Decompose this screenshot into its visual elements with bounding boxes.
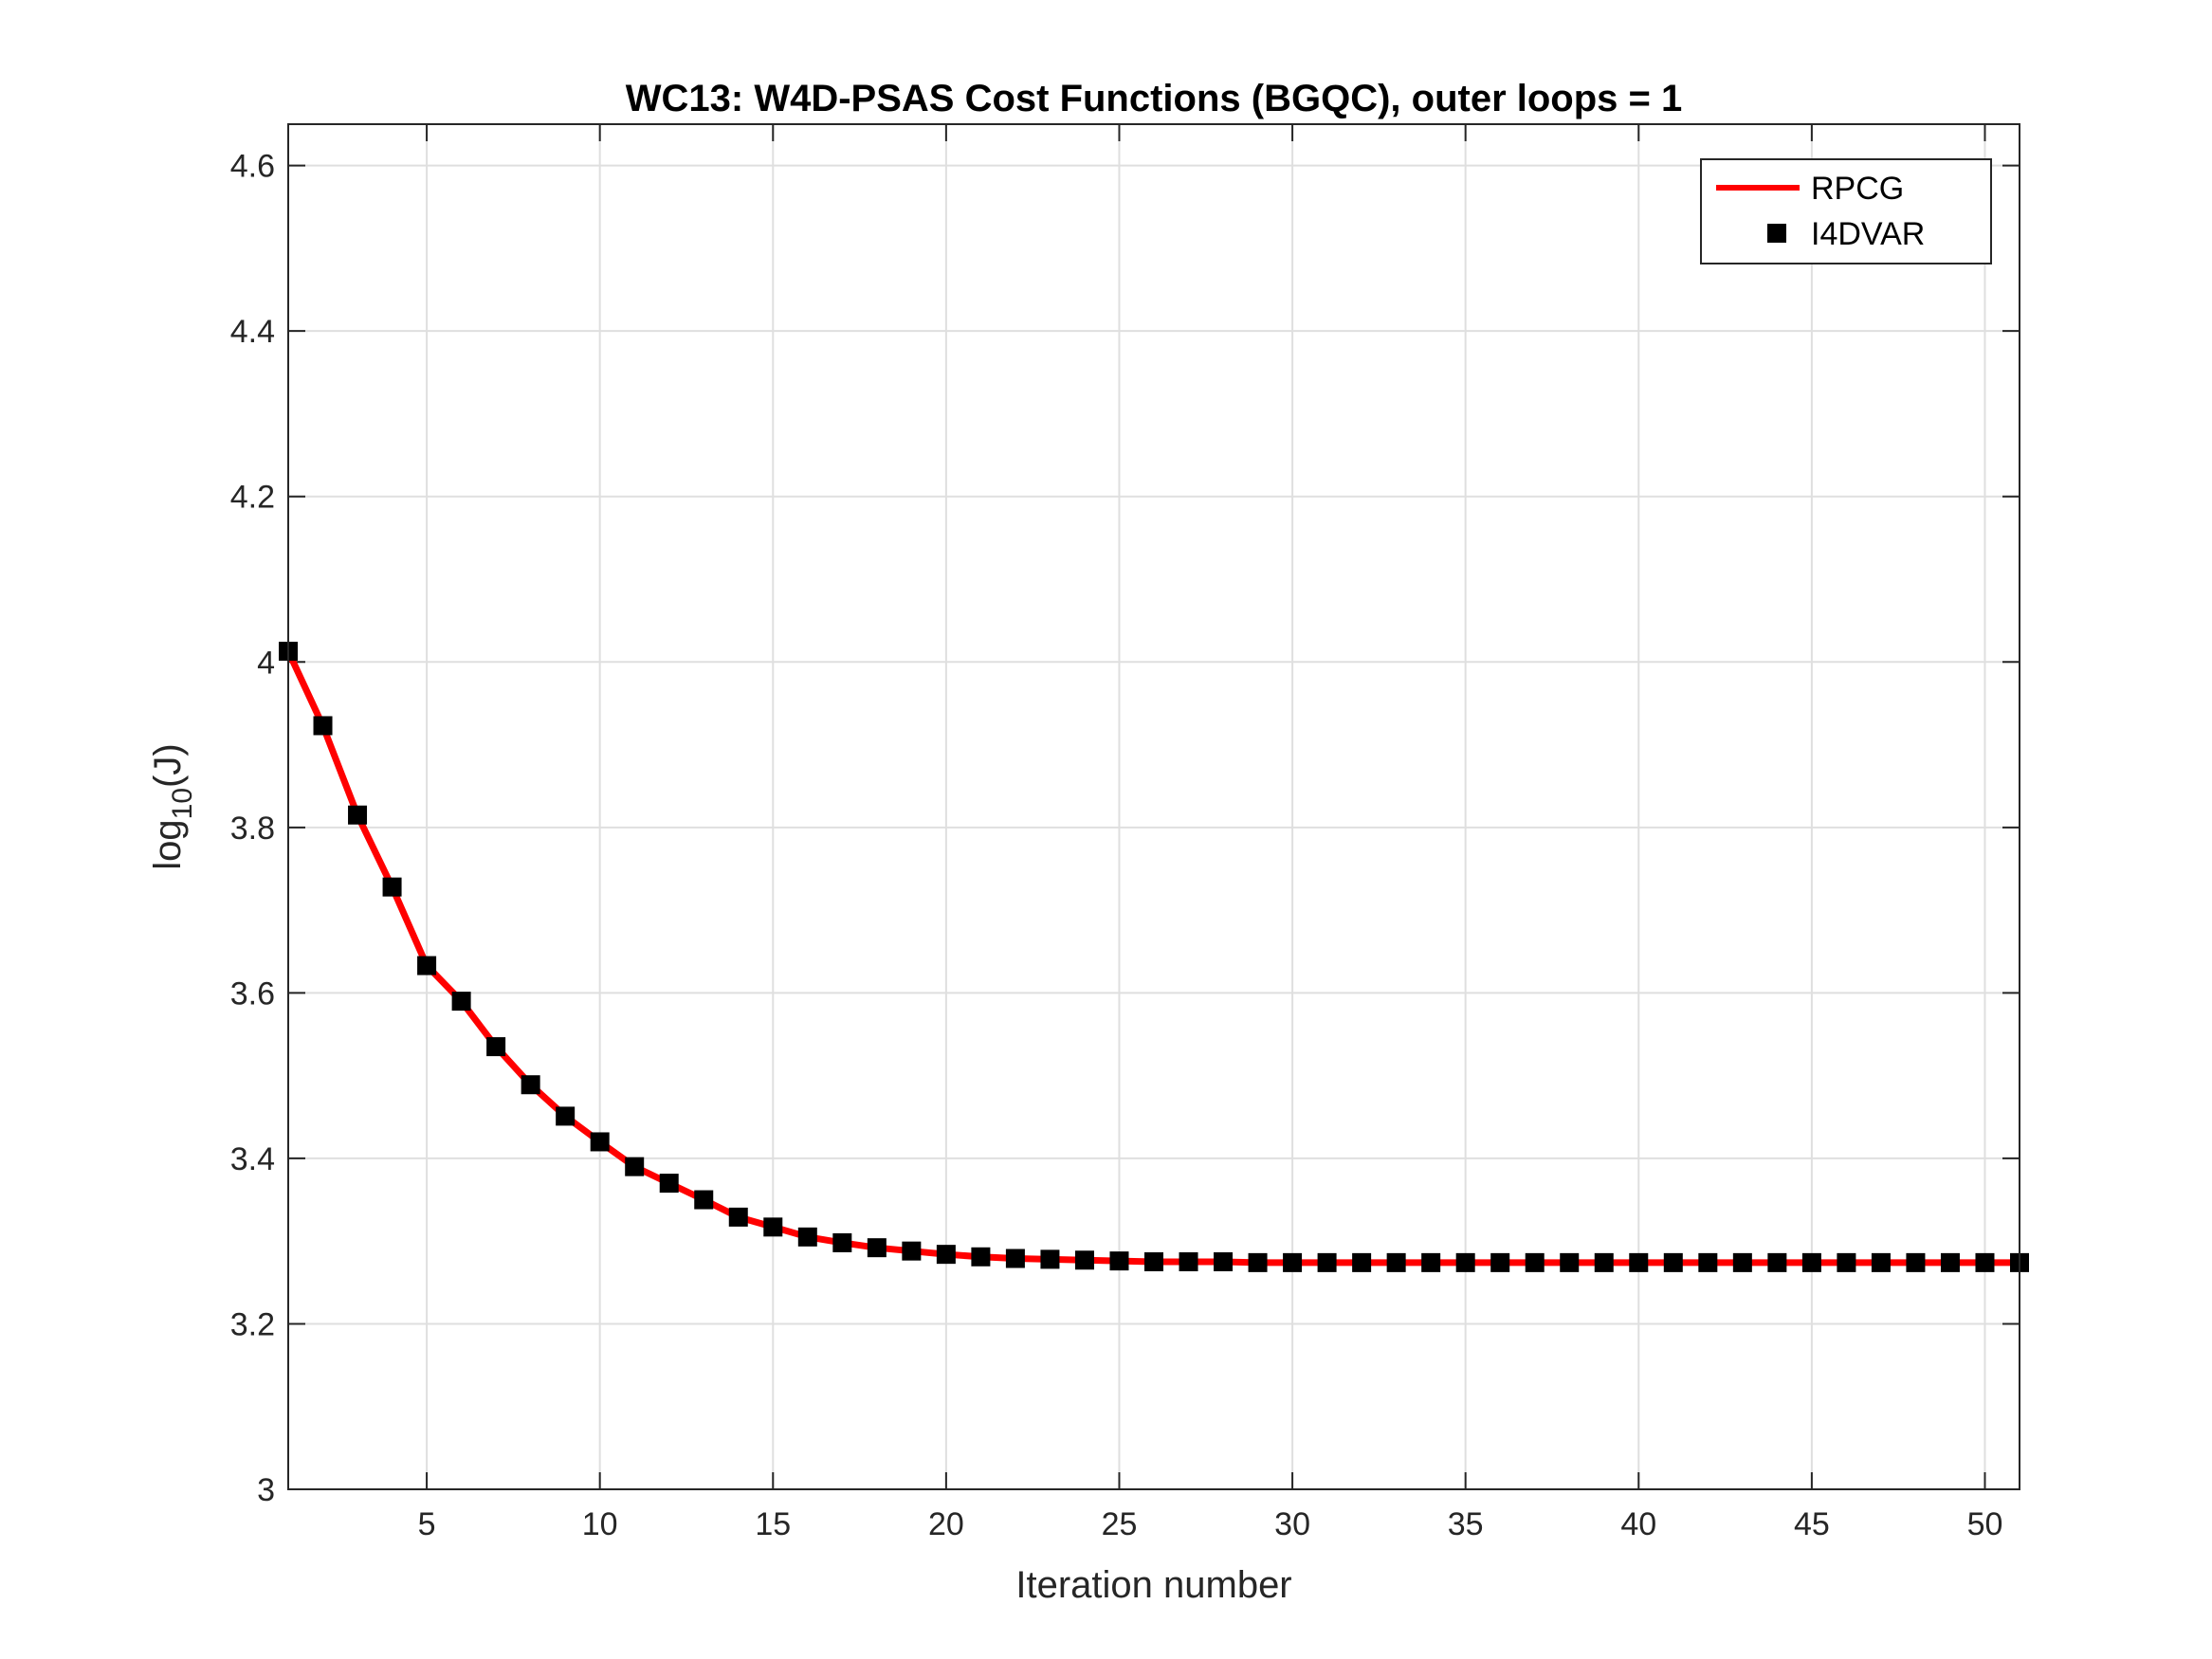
series-i4dvar-marker — [1283, 1252, 1303, 1272]
series-i4dvar-marker — [1801, 1252, 1821, 1272]
y-axis-label-suffix: (J) — [147, 743, 189, 788]
series-i4dvar-marker — [867, 1238, 887, 1258]
series-i4dvar-marker — [1525, 1252, 1545, 1272]
series-i4dvar-marker — [1179, 1252, 1198, 1271]
y-tick-label: 3.6 — [230, 975, 275, 1012]
series-i4dvar-marker — [1040, 1249, 1060, 1269]
y-axis-label: log10(J) — [147, 743, 198, 869]
series-i4dvar-marker — [1386, 1252, 1406, 1272]
series-i4dvar-marker — [1629, 1252, 1649, 1272]
ticks — [288, 124, 2020, 1490]
y-tick-label: 4.6 — [230, 149, 275, 185]
series-i4dvar-marker — [694, 1190, 714, 1210]
x-tick-label: 35 — [1448, 1506, 1484, 1542]
series-i4dvar-marker — [1906, 1252, 1926, 1272]
series-i4dvar-marker — [451, 992, 471, 1012]
y-axis-label-subscript: 10 — [167, 788, 198, 819]
legend: RPCG I4DVAR — [1700, 158, 1992, 264]
series-i4dvar-marker — [1663, 1252, 1683, 1272]
x-tick-label: 40 — [1620, 1506, 1656, 1542]
series-i4dvar-marker — [1214, 1252, 1234, 1271]
series-i4dvar-marker — [382, 877, 402, 897]
series-i4dvar-marker — [763, 1217, 783, 1237]
series-i4dvar-marker — [1767, 1252, 1787, 1272]
legend-box — [1700, 158, 1992, 264]
legend-i4dvar-swatch — [1767, 224, 1786, 243]
series-i4dvar-marker — [659, 1174, 679, 1194]
series-i4dvar-marker — [1144, 1252, 1163, 1271]
series-i4dvar-marker — [1594, 1252, 1614, 1272]
series-i4dvar-marker — [1074, 1250, 1094, 1270]
series-i4dvar-marker — [936, 1245, 956, 1265]
series-i4dvar-marker — [1560, 1252, 1580, 1272]
series-i4dvar-marker — [1421, 1252, 1441, 1272]
series-i4dvar-marker — [556, 1106, 576, 1126]
x-tick-label: 20 — [928, 1506, 964, 1542]
x-tick-label: 15 — [755, 1506, 791, 1542]
series-i4dvar-marker — [797, 1227, 817, 1247]
series-i4dvar-marker — [832, 1232, 852, 1252]
x-tick-label: 30 — [1274, 1506, 1310, 1542]
y-tick-label: 3 — [257, 1472, 275, 1508]
y-tick-label: 4 — [257, 645, 275, 681]
x-axis-label: Iteration number — [1015, 1564, 1291, 1606]
y-tick-label: 4.2 — [230, 480, 275, 516]
chart-title: WC13: W4D-PSAS Cost Functions (BGQC), ou… — [626, 78, 1683, 119]
series-i4dvar-marker — [1317, 1252, 1337, 1272]
series-i4dvar-marker — [1109, 1251, 1129, 1271]
series-i4dvar-marker — [590, 1132, 610, 1152]
series-i4dvar-marker — [625, 1157, 645, 1176]
series-i4dvar-marker — [417, 956, 437, 975]
series-i4dvar-marker — [1490, 1252, 1510, 1272]
series-i4dvar-marker — [1698, 1252, 1718, 1272]
series-i4dvar-marker — [1352, 1252, 1372, 1272]
series-i4dvar-marker — [1871, 1252, 1891, 1272]
x-tick-labels: 5 10 15 20 25 30 35 40 45 50 — [418, 1506, 2003, 1542]
series-i4dvar-marker — [1732, 1252, 1752, 1272]
series-i4dvar-marker — [728, 1207, 748, 1227]
y-tick-label: 3.4 — [230, 1141, 275, 1177]
legend-i4dvar-label: I4DVAR — [1811, 216, 1925, 252]
y-tick-label: 4.4 — [230, 314, 275, 350]
series-i4dvar-marker — [1837, 1252, 1856, 1272]
series-i4dvar-marker — [1248, 1252, 1268, 1272]
y-tick-label: 3.8 — [230, 811, 275, 847]
x-tick-label: 45 — [1794, 1506, 1830, 1542]
axes-box — [287, 123, 2020, 1490]
y-tick-labels: 3 3.2 3.4 3.6 3.8 4 4.2 4.4 4.6 — [230, 149, 275, 1508]
series-i4dvar-marker — [1455, 1252, 1475, 1272]
series-i4dvar-marker — [486, 1037, 506, 1057]
x-tick-label: 25 — [1102, 1506, 1138, 1542]
x-tick-label: 10 — [582, 1506, 618, 1542]
series-layer — [279, 641, 2029, 1272]
series-i4dvar-marker — [348, 805, 368, 825]
series-i4dvar-marker — [971, 1247, 991, 1267]
x-tick-label: 5 — [418, 1506, 436, 1542]
y-tick-label: 3.2 — [230, 1306, 275, 1342]
legend-rpcg-label: RPCG — [1811, 171, 1904, 207]
plot-area — [288, 124, 2020, 1489]
series-i4dvar-marker — [313, 716, 333, 736]
series-i4dvar-marker — [1005, 1249, 1025, 1268]
y-axis-label-prefix: log — [147, 819, 189, 869]
series-i4dvar-marker — [521, 1075, 540, 1095]
series-i4dvar-marker — [902, 1241, 922, 1261]
x-tick-label: 50 — [1967, 1506, 2003, 1542]
series-i4dvar-marker — [1940, 1252, 1960, 1272]
series-i4dvar-marker — [1975, 1252, 1995, 1272]
